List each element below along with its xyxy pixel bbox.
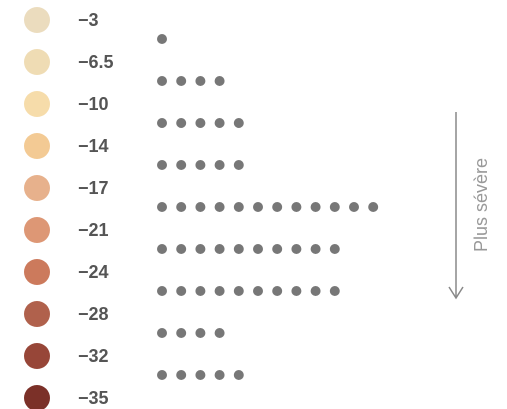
dot: [233, 244, 244, 254]
dot: [157, 286, 167, 296]
dot-row: [157, 370, 244, 380]
legend-label: −17: [78, 178, 109, 198]
dot: [233, 370, 244, 380]
legend-label: −21: [78, 220, 109, 240]
legend-label: −24: [78, 262, 109, 282]
legend-label: −3: [78, 10, 99, 30]
legend-label: −28: [78, 304, 109, 324]
dot: [253, 202, 263, 212]
dot: [233, 118, 244, 128]
dot-row: [157, 34, 167, 44]
dot: [214, 76, 225, 86]
dot: [176, 202, 187, 212]
dot: [195, 328, 206, 338]
dot: [368, 202, 379, 212]
dot: [157, 76, 167, 86]
dot-row: [157, 160, 244, 170]
dot: [329, 202, 340, 212]
dot: [195, 118, 206, 128]
dot: [176, 160, 187, 170]
dot: [176, 286, 187, 296]
dot: [176, 370, 187, 380]
dot: [310, 202, 321, 212]
dot: [329, 244, 340, 254]
dot: [157, 34, 167, 44]
dot: [195, 160, 206, 170]
legend-swatch: [24, 259, 50, 285]
legend-swatch: [24, 49, 50, 75]
dot: [214, 160, 225, 170]
dot: [195, 244, 206, 254]
dot: [157, 328, 167, 338]
legend-swatch: [24, 7, 50, 33]
dot-row: [157, 328, 225, 338]
legend-label: −10: [78, 94, 109, 114]
legend-swatch: [24, 133, 50, 159]
dot: [176, 118, 187, 128]
dot: [195, 76, 206, 86]
dot-row: [157, 118, 244, 128]
dot: [272, 286, 283, 296]
legend-label: −6.5: [78, 52, 114, 72]
dot-row: [157, 76, 225, 86]
legend-swatch: [24, 343, 50, 369]
dot: [233, 160, 244, 170]
dot: [310, 286, 321, 296]
annotation: Plus sévère: [471, 158, 491, 252]
dot: [157, 118, 167, 128]
dot: [214, 202, 225, 212]
dot: [176, 244, 187, 254]
dot: [214, 244, 225, 254]
arrow-head: [448, 286, 464, 300]
dot: [291, 202, 302, 212]
dot: [176, 328, 187, 338]
dot: [214, 286, 225, 296]
dot-row: [157, 286, 340, 296]
dot: [291, 286, 302, 296]
legend-swatch: [24, 301, 50, 327]
dot: [233, 286, 244, 296]
dot: [253, 286, 263, 296]
dot: [310, 244, 321, 254]
dot: [157, 160, 167, 170]
dot: [157, 202, 167, 212]
legend-swatch: [24, 217, 50, 243]
legend-swatch: [24, 175, 50, 201]
dot: [157, 370, 167, 380]
dot-row: [157, 244, 340, 254]
legend-label: −35: [78, 388, 109, 408]
legend-label: −32: [78, 346, 109, 366]
dot: [272, 202, 283, 212]
legend-swatch: [24, 385, 50, 409]
dot: [157, 244, 167, 254]
dot: [214, 370, 225, 380]
dot: [176, 76, 187, 86]
dot: [291, 244, 302, 254]
legend-swatch: [24, 91, 50, 117]
dot: [233, 202, 244, 212]
dot-row: [157, 202, 379, 212]
dot: [349, 202, 359, 212]
dot: [195, 286, 206, 296]
dot: [253, 244, 263, 254]
dot: [195, 202, 206, 212]
dot: [272, 244, 283, 254]
dot: [214, 328, 225, 338]
dot: [329, 286, 340, 296]
legend-label: −14: [78, 136, 109, 156]
dot: [195, 370, 206, 380]
dot: [214, 118, 225, 128]
